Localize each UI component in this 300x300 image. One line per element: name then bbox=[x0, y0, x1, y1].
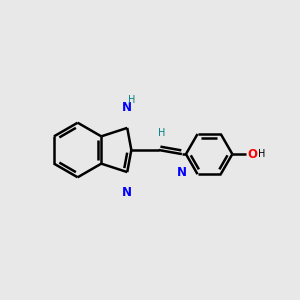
Text: N: N bbox=[177, 166, 187, 179]
Text: H: H bbox=[258, 149, 266, 159]
Text: O: O bbox=[248, 148, 257, 160]
Text: N: N bbox=[122, 186, 132, 199]
Text: N: N bbox=[122, 101, 132, 114]
Text: H: H bbox=[128, 95, 135, 105]
Text: H: H bbox=[158, 128, 165, 138]
